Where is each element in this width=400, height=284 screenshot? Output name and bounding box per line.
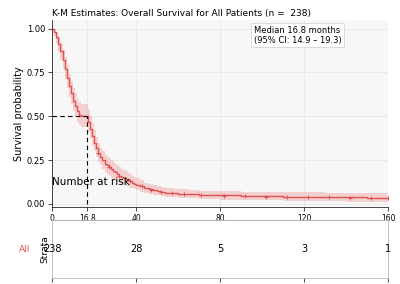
- Text: All: All: [19, 245, 30, 254]
- Text: 28: 28: [130, 244, 142, 254]
- Text: Number at risk: Number at risk: [52, 178, 130, 187]
- Text: 3: 3: [301, 244, 307, 254]
- Text: K-M Estimates: Overall Survival for All Patients (n =  238): K-M Estimates: Overall Survival for All …: [52, 9, 311, 18]
- Text: 1: 1: [385, 244, 391, 254]
- Text: 238: 238: [43, 244, 61, 254]
- Text: 5: 5: [217, 244, 223, 254]
- Text: Median 16.8 months
(95% CI: 14.9 – 19.3): Median 16.8 months (95% CI: 14.9 – 19.3): [254, 26, 341, 45]
- Y-axis label: Strata: Strata: [40, 235, 49, 263]
- Y-axis label: Survival probability: Survival probability: [14, 66, 24, 161]
- X-axis label: Time (Months): Time (Months): [185, 226, 255, 236]
